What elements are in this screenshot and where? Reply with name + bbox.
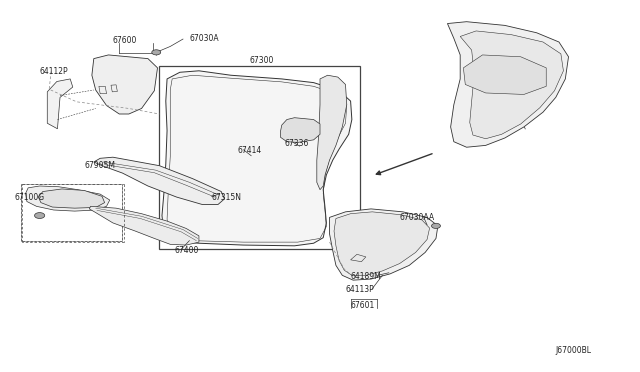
Polygon shape (280, 118, 320, 142)
Polygon shape (334, 212, 429, 275)
Polygon shape (460, 31, 563, 139)
Circle shape (202, 180, 234, 199)
Circle shape (431, 223, 440, 228)
Circle shape (271, 195, 285, 203)
Circle shape (289, 128, 300, 134)
Polygon shape (90, 206, 199, 245)
Polygon shape (317, 75, 347, 190)
Polygon shape (26, 186, 109, 211)
Circle shape (387, 240, 406, 251)
Text: 67414: 67414 (237, 147, 261, 155)
Polygon shape (38, 189, 104, 208)
Text: 64113P: 64113P (346, 285, 374, 294)
Polygon shape (330, 209, 438, 280)
Text: 67030A: 67030A (189, 34, 219, 43)
Circle shape (35, 212, 45, 218)
Text: 67315N: 67315N (212, 193, 242, 202)
Circle shape (303, 131, 311, 136)
Polygon shape (94, 157, 225, 205)
Text: 67336: 67336 (285, 139, 309, 148)
Circle shape (152, 50, 161, 55)
Text: 67601: 67601 (351, 301, 375, 311)
Polygon shape (162, 71, 352, 246)
Text: 64112P: 64112P (40, 67, 68, 76)
Polygon shape (447, 22, 568, 147)
Text: 64189M: 64189M (351, 272, 381, 281)
Text: 67905M: 67905M (84, 161, 115, 170)
Polygon shape (463, 55, 546, 94)
Polygon shape (47, 79, 73, 129)
Text: 67600: 67600 (113, 36, 137, 45)
Circle shape (242, 189, 258, 198)
Bar (159, 66, 360, 249)
Text: 67100G: 67100G (14, 193, 44, 202)
Text: 67300: 67300 (250, 56, 275, 65)
Polygon shape (92, 55, 157, 114)
Circle shape (360, 233, 383, 246)
Circle shape (209, 185, 227, 195)
Text: J67000BL: J67000BL (556, 346, 592, 355)
Text: 67030AA: 67030AA (399, 213, 435, 222)
Text: 67400: 67400 (175, 246, 199, 255)
Circle shape (266, 192, 291, 206)
Circle shape (236, 185, 264, 202)
